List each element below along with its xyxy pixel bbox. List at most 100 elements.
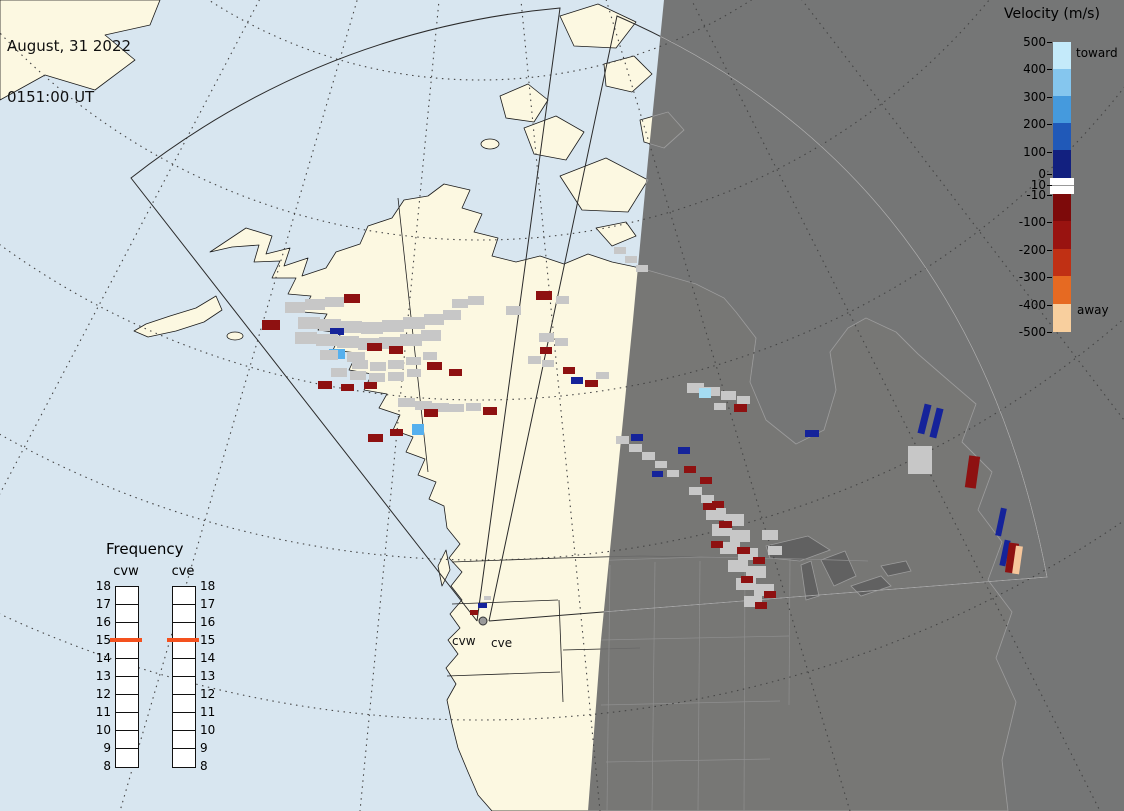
velocity-cell (642, 452, 655, 460)
night-terminator-overlay (588, 0, 1124, 811)
velocity-cell (734, 404, 747, 412)
state-border-1 (451, 599, 559, 605)
velocity-cell (719, 521, 732, 528)
velocity-cell (917, 403, 932, 435)
velocity-cell (678, 447, 690, 454)
velocity-cell (655, 461, 667, 468)
velocity-cell (805, 430, 819, 437)
velocity-cell (388, 360, 404, 369)
velocity-cell (585, 380, 598, 387)
velocity-cell (768, 546, 782, 555)
velocity-cell (701, 495, 714, 503)
velocity-cell (484, 596, 491, 600)
velocity-cell (528, 356, 541, 364)
velocity-cell (406, 357, 421, 365)
velocity-cell (298, 317, 320, 329)
radar-site-marker (478, 616, 488, 626)
velocity-cell (540, 347, 552, 354)
velocity-cell (687, 383, 704, 393)
velocity-cell (369, 373, 385, 382)
velocity-cell (755, 602, 767, 609)
velocity-cell (741, 576, 753, 583)
velocity-cell (347, 352, 365, 362)
velocity-cell (449, 369, 462, 376)
velocity-cell (424, 314, 444, 325)
radar-label-cvw: cvw (452, 634, 476, 648)
velocity-cell (350, 371, 366, 380)
velocity-cell (706, 508, 726, 520)
velocity-cell (536, 291, 552, 300)
velocity-cell (571, 377, 583, 384)
velocity-cell (721, 391, 736, 400)
lake-michigan (800, 560, 820, 601)
velocity-cell (412, 424, 424, 435)
velocity-cell (995, 507, 1007, 537)
velocity-cell (305, 299, 325, 310)
velocity-cell (684, 466, 696, 473)
velocity-cell (368, 434, 383, 442)
velocity-cell (388, 372, 404, 381)
velocity-cell (652, 471, 663, 477)
velocity-cell (423, 352, 437, 360)
velocity-cell (367, 343, 382, 351)
arctic-island-1 (559, 3, 637, 49)
velocity-cell (443, 310, 461, 320)
velocity-cell (340, 321, 362, 333)
velocity-cell (390, 429, 403, 436)
velocity-cell (728, 560, 748, 572)
velocity-cell (316, 334, 338, 346)
velocity-cell (746, 566, 766, 578)
state-border-3 (558, 599, 564, 703)
velocity-cell (325, 297, 344, 307)
velocity-cell (331, 368, 347, 377)
velocity-cell (352, 360, 368, 369)
time-label: 0151:00 UT (7, 88, 95, 106)
night-political-borders (588, 556, 869, 811)
velocity-cell (295, 332, 317, 344)
velocity-cell (483, 407, 497, 415)
velocity-cell (999, 539, 1011, 567)
velocity-cell (318, 381, 332, 389)
velocity-cell (614, 247, 626, 254)
velocity-cell (737, 547, 750, 554)
arctic-island-2 (499, 83, 549, 123)
velocity-cell (616, 436, 629, 444)
velocity-cell (689, 487, 702, 495)
velocity-cell (341, 384, 354, 391)
velocity-cell (764, 591, 776, 598)
velocity-cell (704, 387, 720, 396)
lake-erie (850, 575, 892, 597)
lake-ontario (880, 560, 912, 577)
velocity-cell (407, 369, 421, 377)
velocity-cell (753, 557, 765, 564)
velocity-cell (364, 382, 377, 389)
state-border-2 (446, 671, 561, 677)
velocity-cell (563, 367, 575, 374)
alaska-peninsula (133, 295, 223, 338)
velocity-cell (370, 362, 386, 371)
velocity-cell (730, 530, 750, 542)
velocity-cell (382, 320, 404, 332)
velocity-cell (400, 334, 422, 346)
velocity-cell (427, 362, 442, 370)
velocity-cell (737, 396, 750, 404)
velocity-cell (711, 541, 723, 548)
velocity-cell (542, 360, 554, 367)
velocity-cell (539, 333, 554, 342)
velocity-cell (506, 306, 521, 315)
velocity-cell (1012, 545, 1023, 575)
velocity-cell (320, 350, 338, 360)
velocity-cell (712, 501, 724, 508)
radar-label-cve: cve (491, 636, 512, 650)
velocity-cell (432, 403, 449, 412)
velocity-cell (452, 299, 468, 308)
velocity-cell (929, 407, 944, 439)
arctic-island-8 (480, 138, 500, 150)
velocity-cell (625, 256, 637, 263)
velocity-cell (449, 404, 464, 412)
velocity-cell (361, 322, 383, 334)
arctic-island-5 (559, 157, 649, 213)
velocity-cell (720, 542, 740, 554)
velocity-cell (908, 446, 932, 474)
